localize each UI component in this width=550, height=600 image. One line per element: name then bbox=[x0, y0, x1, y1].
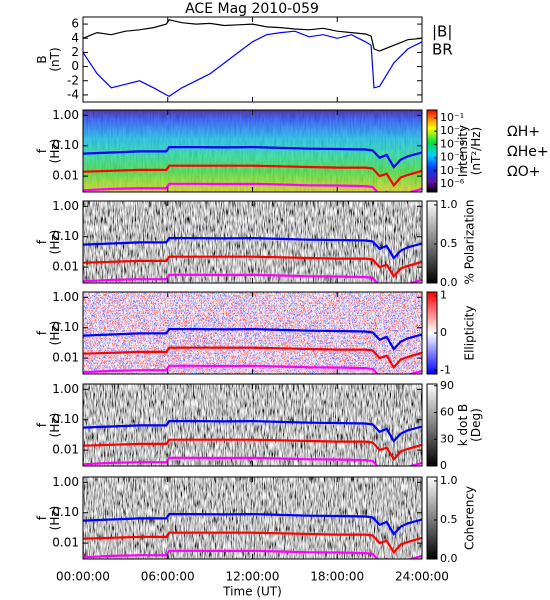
y-axis-label: f bbox=[35, 330, 49, 335]
y-tick-label: 0.01 bbox=[52, 443, 79, 457]
colorbar-label: (Deg) bbox=[469, 408, 483, 442]
y-axis-label: (Hz) bbox=[48, 321, 62, 346]
series-line bbox=[83, 438, 422, 462]
legend-entry: ΩH+ bbox=[507, 124, 540, 140]
colorbar-tick-label: 10⁻⁵ bbox=[440, 164, 464, 177]
colorbar bbox=[426, 200, 438, 284]
colorbar-tick-label: 1 bbox=[440, 289, 447, 302]
x-tick-label: 06:00:00 bbox=[141, 570, 195, 584]
y-tick-label: 0.01 bbox=[52, 260, 79, 274]
colorbar-tick-label: 10⁻⁴ bbox=[440, 151, 465, 164]
colorbar bbox=[426, 109, 438, 193]
series-line bbox=[83, 164, 422, 188]
colorbar-tick-label: 0.5 bbox=[440, 513, 458, 526]
y-tick-label: 2 bbox=[71, 45, 79, 59]
y-tick-label: 6 bbox=[71, 17, 79, 31]
y-axis-label: (nT) bbox=[48, 47, 62, 71]
y-tick-label: 4 bbox=[71, 31, 79, 45]
colorbar-label: k dot B bbox=[456, 404, 470, 446]
y-tick-label: 0.01 bbox=[52, 536, 79, 550]
x-tick-label: 00:00:00 bbox=[56, 570, 110, 584]
colorbar-tick-label: 10⁻⁶ bbox=[440, 177, 465, 190]
series-line bbox=[83, 512, 422, 536]
series-line bbox=[83, 364, 422, 374]
y-tick-label: 0.10 bbox=[52, 320, 79, 334]
y-tick-label: 0.01 bbox=[52, 169, 79, 183]
colorbar-tick-label: 0.5 bbox=[440, 237, 458, 250]
series-line bbox=[83, 255, 422, 279]
colorbar bbox=[426, 476, 438, 560]
y-axis-label: (Hz) bbox=[48, 230, 62, 255]
colorbar-label: Ellipticity bbox=[463, 306, 477, 361]
x-tick-label: 18:00:00 bbox=[310, 570, 364, 584]
colorbar-label: (nT²/Hz) bbox=[469, 127, 483, 175]
colorbar-tick-label: 1.0 bbox=[440, 474, 458, 487]
legend-entry: BR bbox=[432, 41, 453, 59]
colorbar-tick-label: 10⁻¹ bbox=[440, 111, 464, 124]
colorbar-tick-label: 10⁻² bbox=[440, 124, 464, 137]
series-line bbox=[83, 182, 422, 192]
y-axis-label: (Hz) bbox=[48, 413, 62, 438]
chart-title: ACE Mag 2010-059 bbox=[185, 1, 319, 17]
y-axis-label: (Hz) bbox=[48, 139, 62, 164]
series-line bbox=[83, 456, 422, 466]
series-line bbox=[83, 346, 422, 370]
y-tick-label: 0 bbox=[71, 59, 79, 73]
colorbar-tick-label: 0.0 bbox=[440, 276, 458, 289]
legend-entry: ΩHe+ bbox=[507, 144, 549, 160]
series-line bbox=[83, 549, 422, 559]
legend-entry: ΩO+ bbox=[507, 164, 540, 180]
y-tick-label: 0.01 bbox=[52, 351, 79, 365]
series-line bbox=[83, 419, 422, 443]
series-line bbox=[83, 273, 422, 283]
y-axis-label: B bbox=[35, 55, 49, 63]
series-line bbox=[83, 145, 422, 169]
legend-entry: |B| bbox=[432, 23, 452, 41]
colorbar-label: Coherency bbox=[463, 486, 477, 550]
colorbar-tick-label: 30 bbox=[440, 432, 454, 445]
y-axis-label: f bbox=[35, 515, 49, 520]
colorbar-tick-label: 0 bbox=[440, 326, 447, 339]
colorbar-tick-label: 0.0 bbox=[440, 552, 458, 565]
series-line bbox=[83, 19, 422, 52]
colorbar-tick-label: 10⁻³ bbox=[440, 137, 464, 150]
series-line bbox=[83, 30, 422, 97]
y-tick-label: -2 bbox=[67, 73, 79, 87]
colorbar bbox=[426, 383, 438, 467]
series-line bbox=[83, 327, 422, 351]
plot-frame bbox=[82, 16, 423, 103]
x-tick-label: 24:00:00 bbox=[395, 570, 449, 584]
series-line bbox=[83, 531, 422, 555]
colorbar-tick-label: 90 bbox=[440, 379, 454, 392]
y-axis-label: (Hz) bbox=[48, 506, 62, 531]
colorbar-tick-label: 1.0 bbox=[440, 198, 458, 211]
y-tick-label: 1.00 bbox=[52, 199, 79, 213]
y-tick-label: 0.10 bbox=[52, 412, 79, 426]
colorbar-label: % Polarization bbox=[463, 200, 477, 285]
y-axis-label: f bbox=[35, 148, 49, 153]
x-tick-label: 12:00:00 bbox=[226, 570, 280, 584]
y-tick-label: 1.00 bbox=[52, 108, 79, 122]
colorbar-tick-label: 0 bbox=[440, 459, 447, 472]
y-tick-label: 0.10 bbox=[52, 138, 79, 152]
y-axis-label: f bbox=[35, 422, 49, 427]
y-tick-label: 0.10 bbox=[52, 229, 79, 243]
colorbar-label: Intensity bbox=[456, 125, 470, 177]
y-tick-label: 1.00 bbox=[52, 382, 79, 396]
y-tick-label: 0.10 bbox=[52, 505, 79, 519]
y-tick-label: -4 bbox=[67, 87, 79, 101]
y-axis-label: f bbox=[35, 239, 49, 244]
colorbar-tick-label: -1 bbox=[440, 363, 451, 376]
series-line bbox=[83, 236, 422, 260]
colorbar-tick-label: 60 bbox=[440, 406, 454, 419]
y-tick-label: 1.00 bbox=[52, 290, 79, 304]
y-tick-label: 1.00 bbox=[52, 475, 79, 489]
x-axis-label: Time (UT) bbox=[222, 585, 282, 599]
